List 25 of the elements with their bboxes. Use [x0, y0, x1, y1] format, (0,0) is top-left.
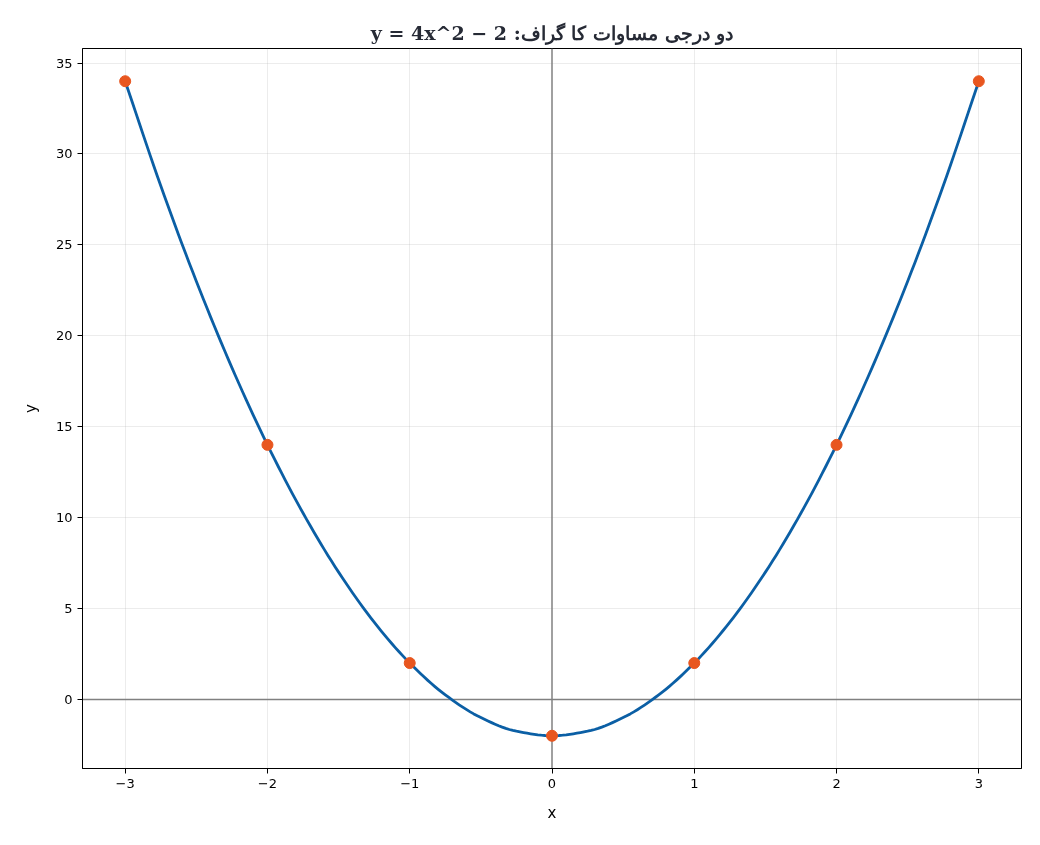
x-tick-label: 1 [690, 775, 699, 791]
y-tick-label: 15 [55, 419, 73, 435]
point [688, 657, 701, 670]
y-tick-label: 5 [64, 601, 73, 616]
x-tick-label: 3 [974, 775, 983, 791]
x-axis-title: x [547, 803, 557, 822]
y-tick-label: 0 [64, 691, 73, 707]
point [830, 438, 843, 451]
chart-title: دو درجی مساوات کا گراف: y = 4x^2 − 2 [369, 22, 734, 45]
y-axis-title: y [21, 403, 40, 413]
y-tick-label: 20 [55, 328, 73, 344]
y-tick-label: 10 [55, 510, 73, 526]
x-tick-label: 0 [547, 775, 557, 791]
y-tick-label: 25 [55, 237, 73, 253]
point [972, 75, 985, 88]
x-tick-label: −2 [257, 775, 278, 791]
y-tick-label: 30 [55, 146, 73, 162]
x-tick-label: −3 [115, 775, 135, 791]
x-tick-label: 2 [832, 775, 841, 791]
point [261, 438, 274, 451]
y-tick-label: 35 [55, 55, 73, 71]
point [546, 729, 558, 742]
point [403, 657, 416, 670]
x-tick-label: −1 [400, 775, 420, 791]
point [119, 75, 132, 88]
